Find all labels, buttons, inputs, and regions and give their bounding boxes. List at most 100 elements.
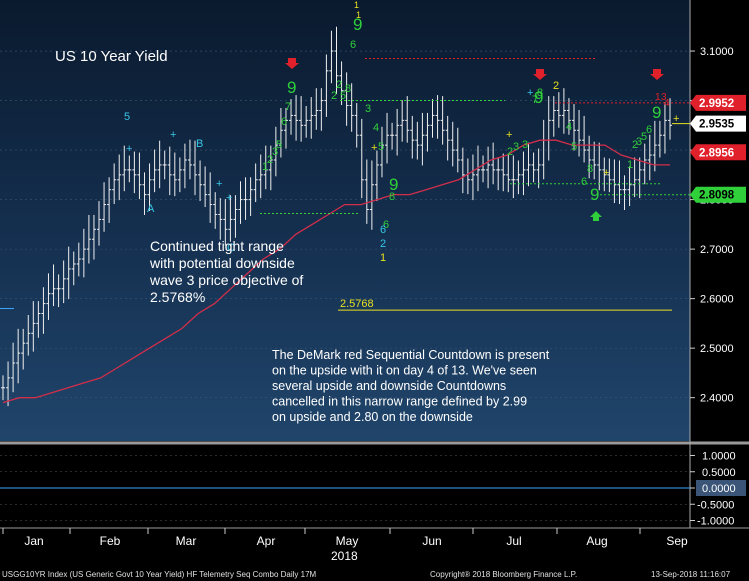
demark-count: 3 bbox=[636, 136, 642, 148]
demark-count: 6 bbox=[281, 116, 287, 128]
demark-count: 6 bbox=[383, 219, 389, 231]
x-tick-label: Jul bbox=[506, 534, 521, 548]
indicator-panel bbox=[0, 446, 690, 528]
price-label-badge bbox=[690, 94, 746, 111]
ohlc-bars bbox=[1, 26, 672, 407]
demark-count: 8 bbox=[389, 191, 395, 203]
x-tick-label: Mar bbox=[176, 534, 197, 548]
demark-countdown: 1 bbox=[655, 92, 661, 103]
indicator-tick-label: -0.5000 bbox=[697, 499, 734, 511]
sell-arrow-icon bbox=[285, 58, 299, 69]
annotation-line: Continued tight range bbox=[150, 238, 284, 254]
demark-setup-nine: 9 bbox=[652, 103, 661, 122]
footer-left: USGG10YR Index (US Generic Govt 10 Year … bbox=[2, 570, 317, 579]
demark-count: 5 bbox=[340, 90, 346, 102]
levels: 2.5768 bbox=[0, 57, 690, 311]
footer-bar bbox=[0, 566, 749, 581]
demark-setup-nine: 9 bbox=[287, 78, 296, 97]
demark-plus: + bbox=[371, 142, 377, 154]
demark-count: 4 bbox=[566, 121, 572, 133]
demark-count: 5 bbox=[571, 141, 577, 153]
wave-label: B bbox=[196, 138, 203, 150]
price-label-badge bbox=[690, 144, 746, 161]
demark-count: 4 bbox=[373, 122, 379, 134]
demark-count: 3 bbox=[365, 103, 371, 115]
demark-plus: + bbox=[126, 143, 132, 155]
demark-count: 1 bbox=[262, 161, 268, 173]
demark-count: 2 bbox=[507, 146, 513, 158]
footer-copyright: Copyright® 2018 Bloomberg Finance L.P. bbox=[430, 570, 577, 579]
x-tick-label: Jan bbox=[24, 534, 43, 548]
year-label: 2018 bbox=[331, 549, 358, 563]
annotation-line: on the upside with it on day 4 of 13. We… bbox=[272, 364, 537, 378]
objective-label: 2.5768 bbox=[340, 298, 374, 310]
demark-countdown: 4 bbox=[664, 98, 670, 109]
annotation-line: 2.5768% bbox=[150, 289, 205, 305]
indicator-tick-label: 0.5000 bbox=[702, 467, 736, 479]
demark-count: 5 bbox=[641, 131, 647, 143]
sell-arrow-icon bbox=[650, 69, 664, 80]
demark-plus: + bbox=[506, 129, 512, 141]
wave-label: 5 bbox=[124, 111, 130, 123]
main-panel bbox=[0, 0, 690, 441]
demark-countdown: 2 bbox=[553, 80, 559, 92]
y-tick-label: 2.5000 bbox=[700, 343, 734, 355]
indicator-tick-label: 1.0000 bbox=[702, 451, 736, 463]
demark-countdown: 1 bbox=[356, 10, 361, 20]
demark-count: 5 bbox=[378, 141, 384, 153]
demark-plus: + bbox=[673, 113, 679, 125]
demark-setup-nine: 9 bbox=[590, 185, 599, 204]
demark-setup-nine: 9 bbox=[353, 15, 362, 34]
footer-timestamp: 13-Sep-2018 11:16:07 bbox=[651, 570, 731, 579]
annotation-demark: The DeMark red Sequential Countdown is p… bbox=[272, 348, 550, 424]
annotation-line: cancelled in this narrow range defined b… bbox=[272, 395, 527, 409]
y-tick-label: 2.7000 bbox=[700, 244, 734, 256]
y-tick-label: 2.4000 bbox=[700, 393, 734, 405]
annotation-line: with potential downside bbox=[149, 255, 295, 271]
demark-count: 6 bbox=[646, 124, 652, 136]
demark-count: 8 bbox=[345, 83, 351, 95]
demark-count: 3 bbox=[272, 146, 278, 158]
demark-count: 7 bbox=[532, 94, 538, 106]
demark-count: 3 bbox=[513, 141, 519, 153]
demark-count: 8 bbox=[587, 163, 593, 175]
demark-count: 8 bbox=[537, 87, 543, 99]
price-label-text: 2.8098 bbox=[699, 190, 735, 202]
indicator-tick-label: 0.0000 bbox=[702, 483, 736, 495]
demark-count: 5 bbox=[276, 139, 282, 151]
x-tick-label: Jun bbox=[422, 534, 441, 548]
price-labels: 2.9952 2.9535 2.8956 2.8098 bbox=[690, 94, 746, 203]
y-tick-label: 3.1000 bbox=[700, 46, 734, 58]
demark-count: 3 bbox=[522, 139, 528, 151]
demark-count: 6 bbox=[581, 176, 587, 188]
annotation-line: on upside and 2.80 on the downside bbox=[272, 410, 473, 424]
demark-count: 7 bbox=[285, 101, 291, 113]
price-label-badge bbox=[690, 115, 746, 132]
demark-count: 6 bbox=[350, 39, 356, 51]
demark-countdown: 2 bbox=[380, 238, 386, 250]
demark-setup-nine: 9 bbox=[389, 175, 398, 194]
demark-plus: + bbox=[603, 167, 609, 179]
annotation-range: Continued tight range with potential down… bbox=[149, 238, 303, 305]
demark-plus: + bbox=[216, 178, 222, 190]
wave-label: A bbox=[147, 203, 155, 215]
demark-plus: + bbox=[226, 192, 232, 204]
sell-arrow-icon bbox=[533, 69, 547, 80]
annotation-line: several upside and downside Countdowns bbox=[272, 379, 506, 393]
demark-countdown: 3 bbox=[661, 92, 667, 103]
demark-countdown: 1 bbox=[354, 0, 359, 10]
demark-countdown: 1 bbox=[380, 252, 386, 264]
indicator-axis: 1.0000 0.5000 0.0000 -0.5000 -1.0000 bbox=[0, 451, 746, 528]
x-tick-label: Apr bbox=[257, 534, 276, 548]
moving-average-line bbox=[2, 139, 670, 404]
annotation-line: wave 3 price objective of bbox=[149, 272, 303, 288]
demark-count: 2 bbox=[336, 79, 342, 91]
y-tick-label: 2.6000 bbox=[700, 294, 734, 306]
indicator-tick-label: -1.0000 bbox=[697, 516, 734, 528]
chart-title: US 10 Year Yield bbox=[55, 48, 168, 65]
buy-arrow-icon bbox=[590, 211, 602, 221]
price-label-badge bbox=[690, 186, 746, 203]
demark-count: 2 bbox=[331, 90, 337, 102]
